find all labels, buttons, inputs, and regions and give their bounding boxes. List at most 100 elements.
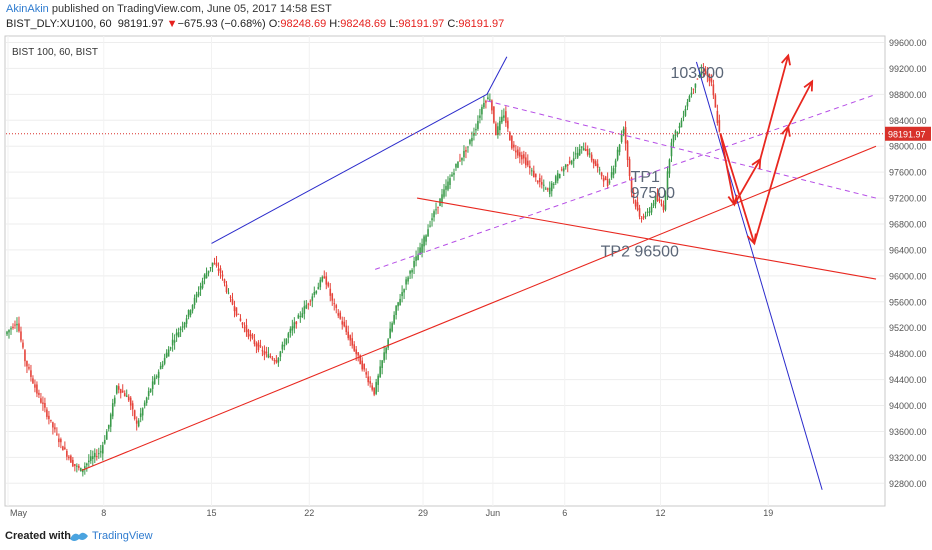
- candle-body: [401, 292, 403, 297]
- price-tick-label: 95200.00: [889, 323, 927, 333]
- candle-body: [205, 272, 208, 279]
- candle-body: [686, 102, 689, 107]
- candle-body: [12, 326, 14, 329]
- candle-body: [117, 386, 120, 390]
- candle-body: [255, 343, 258, 347]
- candle-body: [86, 463, 88, 466]
- candle-body: [718, 120, 721, 132]
- candle-body: [305, 304, 308, 309]
- time-tick-label: May: [10, 508, 28, 518]
- candle-body: [143, 402, 146, 407]
- candle-body: [88, 460, 90, 463]
- candle-body: [345, 325, 348, 333]
- down-arrow-icon: ▼: [166, 18, 178, 30]
- candle-body: [447, 181, 449, 190]
- candle-body: [532, 170, 535, 178]
- candle-body: [329, 288, 332, 296]
- candle-body: [600, 172, 603, 177]
- candle-body: [40, 398, 42, 403]
- candle-body: [197, 291, 200, 296]
- last-price-label: 98191.97: [888, 129, 926, 139]
- candle-body: [357, 352, 359, 356]
- time-tick-label: 6: [562, 508, 567, 518]
- price-tick-label: 95600.00: [889, 297, 927, 307]
- plot-area[interactable]: [4, 35, 886, 507]
- candle-body: [173, 340, 176, 343]
- candle-body: [52, 422, 54, 428]
- tradingview-logo-icon[interactable]: [68, 527, 90, 545]
- candle-body: [716, 110, 719, 123]
- candle-body: [463, 150, 465, 158]
- candle-body: [84, 466, 86, 469]
- candle-body: [451, 174, 453, 177]
- candle-body: [425, 235, 427, 242]
- candle-body: [491, 100, 493, 111]
- price-axis[interactable]: 92800.00 93200.00 93600.00 94000.00 94400.00…: [889, 38, 927, 489]
- candle-body: [377, 375, 379, 385]
- ohlc-line: BIST_DLY:XU100, 60 98191.97 ▼−675.93 (−0…: [6, 17, 504, 31]
- candle-body: [265, 351, 268, 354]
- candle-body: [307, 303, 310, 305]
- tradingview-brand[interactable]: TradingView: [92, 530, 153, 542]
- candle-body: [501, 116, 503, 123]
- candle-body: [467, 146, 469, 148]
- candle-body: [572, 158, 575, 161]
- candle-body: [245, 325, 248, 333]
- candle-body: [349, 335, 352, 341]
- candle-body: [32, 378, 34, 384]
- author-link[interactable]: AkinAkin: [6, 3, 49, 15]
- candle-body: [365, 372, 367, 375]
- candle-body: [499, 120, 501, 131]
- candle-body: [594, 161, 597, 167]
- candle-body: [199, 285, 202, 290]
- candle-body: [64, 447, 66, 449]
- candle-body: [105, 431, 108, 440]
- candle-body: [179, 328, 182, 331]
- drawing-trendlines[interactable]: [81, 56, 877, 490]
- candle-body: [544, 188, 547, 190]
- arrow-head: [727, 194, 738, 207]
- candle-body: [546, 188, 549, 190]
- candle-body: [588, 153, 591, 155]
- open-label: O:: [268, 18, 281, 30]
- candle-body: [271, 357, 274, 360]
- candle-body: [16, 323, 18, 326]
- candle-body: [239, 318, 242, 321]
- candle-body: [323, 276, 326, 279]
- candle-body: [243, 327, 246, 329]
- candle-body: [281, 344, 284, 350]
- candle-body: [367, 376, 369, 383]
- candle-body: [317, 286, 320, 290]
- high-value: 98248.69: [340, 18, 387, 30]
- candle-body: [564, 164, 567, 168]
- price-chart[interactable]: 92800.00 93200.00 93600.00 94000.00 94400.00…: [0, 0, 932, 524]
- candle-body: [644, 215, 647, 217]
- candle-body: [103, 439, 106, 444]
- candle-body: [391, 323, 393, 332]
- price-tick-label: 94000.00: [889, 401, 927, 411]
- candle-body: [443, 189, 445, 197]
- candle-body: [421, 244, 423, 253]
- candle-body: [72, 459, 74, 467]
- candle-body: [554, 176, 557, 183]
- created-with-label: Created with: [5, 530, 72, 542]
- candle-body: [381, 360, 383, 368]
- candle-body: [161, 364, 164, 367]
- candle-body: [550, 183, 553, 192]
- candle-body: [383, 352, 385, 361]
- candle-body: [107, 424, 110, 429]
- candle-body: [666, 171, 669, 193]
- candle-body: [26, 361, 28, 367]
- candle-body: [708, 74, 711, 82]
- candle-body: [343, 321, 346, 327]
- time-axis[interactable]: May 8 15 22 29 Jun 6 12 19: [10, 508, 773, 518]
- last-price-tag: [885, 126, 931, 141]
- candle-body: [18, 323, 20, 332]
- candle-body: [688, 96, 691, 102]
- candle-body: [698, 75, 701, 77]
- candle-body: [131, 403, 134, 410]
- price-tick-label: 97200.00: [889, 194, 927, 204]
- price-tick-label: 96000.00: [889, 271, 927, 281]
- candle-body: [628, 159, 631, 177]
- candle-body: [409, 270, 411, 274]
